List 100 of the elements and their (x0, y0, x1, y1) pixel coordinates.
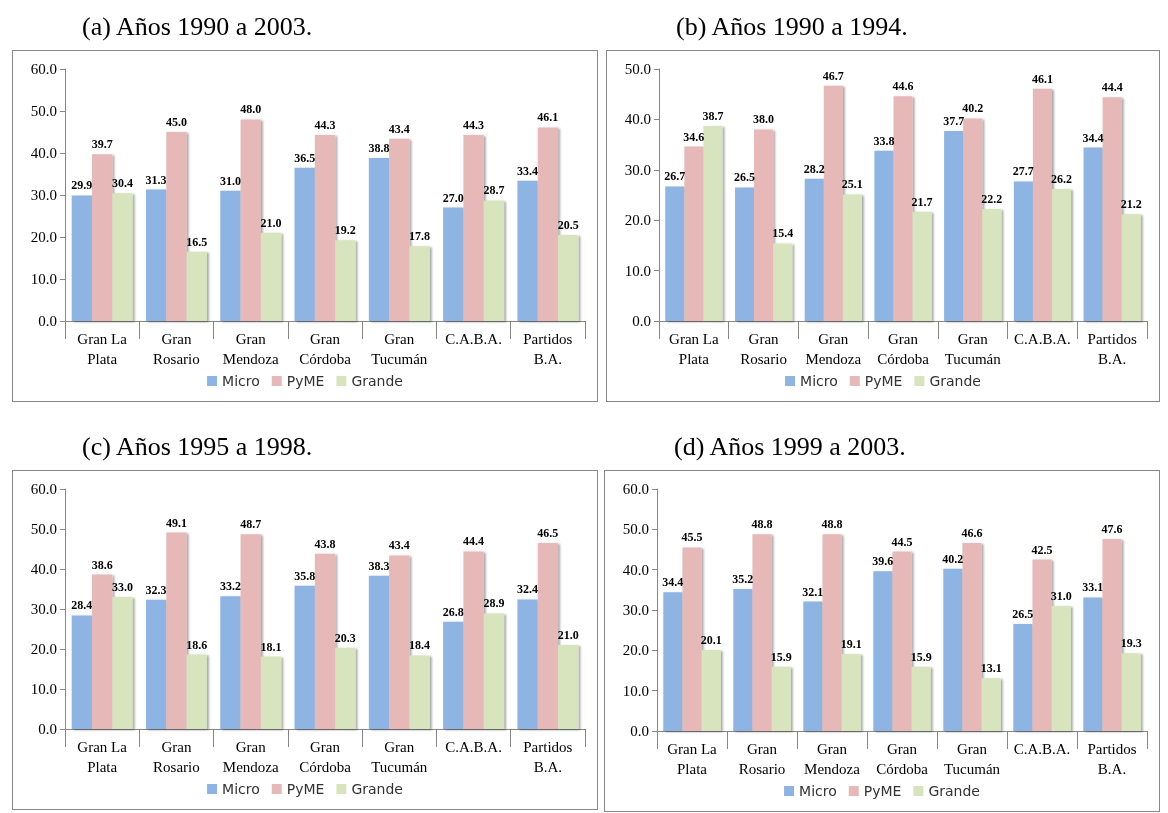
y-tick-label: 60.0 (622, 481, 649, 497)
bar (873, 571, 893, 731)
chart-title: (d) Años 1999 a 2003. (674, 432, 906, 462)
bar (409, 246, 430, 321)
data-label: 27.7 (1012, 164, 1034, 179)
data-label: 44.4 (1101, 80, 1123, 95)
x-tick-label: Gran Rosario (153, 739, 200, 775)
data-label: 20.3 (334, 630, 356, 645)
x-tick-label: Gran La Plata (667, 741, 718, 777)
data-label: 30.4 (111, 176, 133, 191)
data-label: 21.0 (557, 628, 579, 642)
bar (537, 127, 559, 321)
data-label: 46.1 (1031, 71, 1053, 86)
bar (91, 574, 113, 729)
bar (443, 621, 464, 729)
bar (1102, 97, 1122, 321)
data-label: 17.8 (409, 229, 431, 244)
data-label: 44.3 (463, 117, 485, 132)
bar (335, 647, 356, 729)
bar (314, 553, 336, 729)
bar (443, 207, 464, 321)
data-label: 49.1 (165, 515, 187, 530)
bar (166, 132, 187, 321)
data-label: 34.4 (662, 575, 684, 590)
y-tick-label: 50.0 (622, 521, 649, 538)
data-label: 44.3 (314, 117, 336, 132)
y-tick-label: 30.0 (624, 161, 651, 178)
data-label: 47.6 (1101, 522, 1123, 537)
data-label: 37.7 (943, 113, 965, 128)
bar (71, 195, 92, 321)
chart-title: (a) Años 1990 a 2003. (82, 12, 313, 42)
bar (145, 599, 167, 729)
x-tick-label: Gran Córdoba (876, 741, 929, 777)
bar (912, 211, 932, 321)
bar (663, 592, 683, 731)
data-label: 13.1 (980, 661, 1002, 676)
y-tick-label: 40.0 (622, 561, 649, 578)
data-label: 26.7 (664, 169, 686, 184)
data-label: 36.5 (294, 150, 316, 165)
data-label: 32.3 (145, 582, 167, 597)
bar (368, 575, 390, 729)
data-label: 18.4 (409, 638, 431, 653)
bar (1051, 605, 1071, 731)
data-label: 15.4 (772, 226, 794, 241)
data-label: 21.0 (260, 215, 282, 230)
y-tick-label: 30.0 (30, 601, 57, 617)
x-tick-label: Gran Tucumán (371, 739, 428, 775)
data-label: 21.2 (1120, 197, 1142, 212)
y-tick-label: 20.0 (622, 642, 649, 659)
bar (1013, 181, 1033, 321)
x-tick-label: Gran Córdoba (877, 331, 930, 367)
x-tick-label: Gran Rosario (153, 331, 200, 367)
y-tick-label: 40.0 (30, 561, 57, 577)
data-label: 22.2 (981, 192, 1003, 207)
y-tick-label: 50.0 (30, 521, 57, 537)
data-label: 35.8 (294, 568, 316, 583)
chart-title: (c) Años 1995 a 1998. (82, 432, 313, 462)
data-label: 38.8 (368, 141, 390, 156)
x-tick-label: Gran Tucumán (943, 741, 1001, 777)
x-tick-label: Gran Rosario (740, 331, 787, 367)
legend-label: PyME (286, 781, 325, 797)
bar (558, 234, 579, 321)
x-tick-label: Gran Mendoza (805, 331, 862, 367)
bar (294, 585, 315, 729)
legend-label: Grande (929, 373, 981, 389)
y-tick-label: 10.0 (30, 271, 57, 287)
bar (874, 150, 894, 321)
data-label: 29.9 (71, 178, 93, 193)
legend-label: Micro (222, 781, 260, 797)
data-label: 31.0 (1050, 588, 1072, 603)
bar (962, 543, 982, 731)
data-label: 28.2 (803, 161, 825, 176)
data-label: 46.6 (961, 526, 983, 541)
x-tick-label: C.A.B.A. (445, 739, 502, 755)
y-tick-label: 50.0 (30, 103, 57, 119)
data-label: 25.1 (841, 177, 863, 192)
bar (220, 190, 241, 321)
data-label: 33.4 (517, 163, 539, 178)
bar (240, 534, 261, 729)
bar (1051, 188, 1072, 321)
bar (804, 178, 824, 321)
x-tick-label: C.A.B.A. (1013, 741, 1071, 757)
bar (1013, 624, 1033, 731)
bar (166, 532, 187, 729)
bar (684, 146, 704, 321)
bar (260, 232, 282, 321)
data-label: 48.8 (751, 517, 773, 532)
y-tick-label: 10.0 (30, 681, 57, 697)
legend-label: PyME (286, 373, 325, 389)
data-label: 43.4 (388, 121, 410, 136)
data-label: 48.8 (821, 517, 843, 532)
bar (409, 655, 430, 729)
y-tick-label: 10.0 (622, 682, 649, 699)
bar (1121, 653, 1141, 731)
data-label: 33.8 (873, 133, 895, 148)
y-tick-label: 30.0 (30, 187, 57, 203)
bar (517, 180, 538, 321)
data-label: 15.9 (910, 649, 932, 664)
data-label: 28.9 (483, 596, 505, 611)
bar (734, 187, 755, 321)
